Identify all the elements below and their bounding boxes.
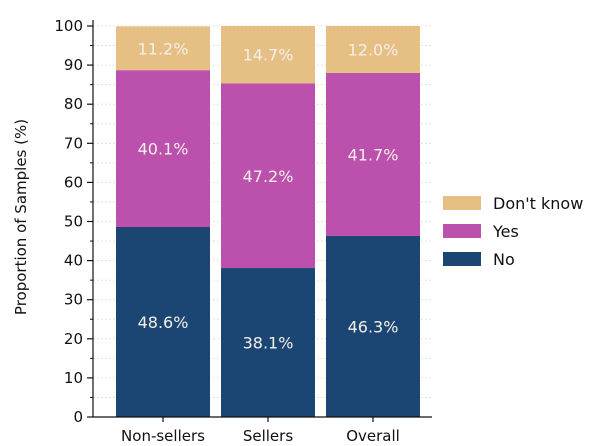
legend-swatch-no <box>443 252 481 266</box>
data-label-non-sellers-don-t-know: 11.2% <box>138 39 189 58</box>
bar-overall-no <box>326 235 420 417</box>
data-label-sellers-don-t-know: 14.7% <box>243 46 294 65</box>
axes: 0 10 20 30 40 50 60 70 80 90 100 Non-sellers Sellers… <box>54 17 432 445</box>
bar-sellers-no <box>221 268 315 417</box>
y-tick-label: 30 <box>64 291 83 309</box>
bars <box>116 26 420 417</box>
legend-swatch-don-t-know <box>443 196 481 210</box>
legend: Don't know Yes No <box>443 194 583 269</box>
bar-sellers-yes <box>221 83 315 269</box>
data-label-overall-no: 46.3% <box>348 317 399 336</box>
y-tick-label: 80 <box>64 95 83 113</box>
data-label-sellers-yes: 47.2% <box>243 167 294 186</box>
x-tick-label-overall: Overall <box>346 427 400 445</box>
y-tick-label: 40 <box>64 252 83 270</box>
y-tick-label: 100 <box>54 17 83 35</box>
data-labels: 48.6% 40.1% 11.2% 38.1% 47.2% 14.7% 46.3% 41.7%… <box>138 39 399 352</box>
data-label-sellers-no: 38.1% <box>243 334 294 353</box>
y-axis-title: Proportion of Samples (%) <box>12 119 30 315</box>
y-tick-label: 0 <box>73 408 83 426</box>
bar-overall-yes <box>326 72 420 236</box>
legend-label-don-t-know: Don't know <box>493 194 583 213</box>
y-tick-label: 90 <box>64 56 83 74</box>
bar-non-sellers-no <box>116 226 210 417</box>
x-tick-label-non-sellers: Non-sellers <box>121 427 205 445</box>
bar-non-sellers-yes <box>116 70 210 227</box>
legend-label-yes: Yes <box>492 222 519 241</box>
bar-non-sellers-don-t-know <box>116 26 210 71</box>
legend-swatch-yes <box>443 224 481 238</box>
data-label-overall-don-t-know: 12.0% <box>348 40 399 59</box>
y-tick-label: 60 <box>64 173 83 191</box>
bar-overall-don-t-know <box>326 26 420 73</box>
y-tick-label: 20 <box>64 330 83 348</box>
y-tick-label: 70 <box>64 134 83 152</box>
legend-label-no: No <box>493 250 515 269</box>
y-tick-label: 10 <box>64 369 83 387</box>
y-tick-label: 50 <box>64 213 83 231</box>
data-label-overall-yes: 41.7% <box>348 145 399 164</box>
bar-sellers-don-t-know <box>221 26 315 84</box>
data-label-non-sellers-yes: 40.1% <box>138 140 189 159</box>
data-label-non-sellers-no: 48.6% <box>138 313 189 332</box>
x-tick-label-sellers: Sellers <box>243 427 293 445</box>
